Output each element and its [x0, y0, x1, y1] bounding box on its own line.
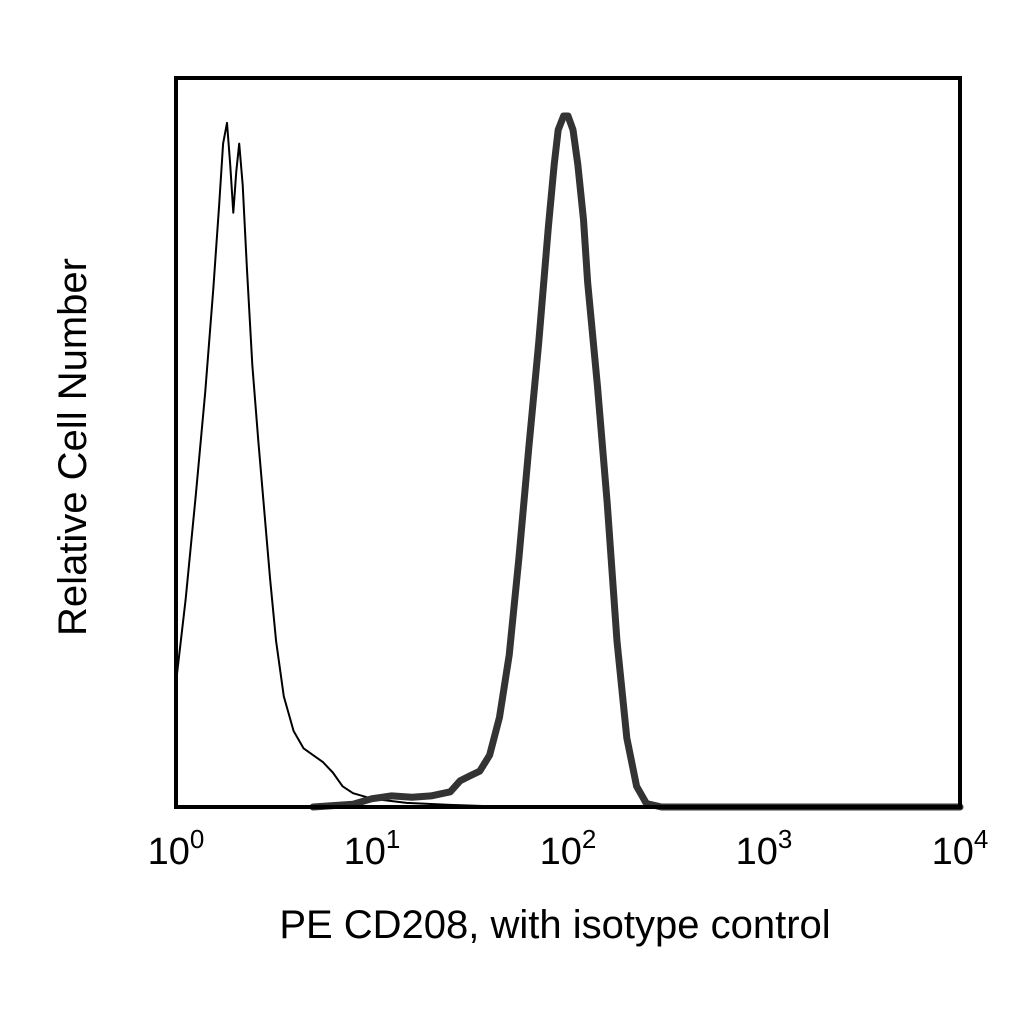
- histogram-line-thick: [309, 112, 964, 811]
- x-tick-label: 104: [932, 824, 989, 873]
- histogram-line-thin: [175, 121, 491, 808]
- x-tick-label: 100: [148, 824, 205, 873]
- plot-frame: [174, 76, 962, 809]
- x-tick-label: 103: [736, 824, 793, 873]
- y-axis-label: Relative Cell Number: [51, 258, 95, 636]
- series-layer: [175, 112, 964, 811]
- x-axis-label: PE CD208, with isotype control: [279, 903, 830, 947]
- x-tick-label: 102: [540, 824, 597, 873]
- x-tick-labels: 100 101 102 103 104: [148, 824, 989, 873]
- plot-area: [174, 76, 964, 811]
- x-tick-label: 101: [344, 824, 401, 873]
